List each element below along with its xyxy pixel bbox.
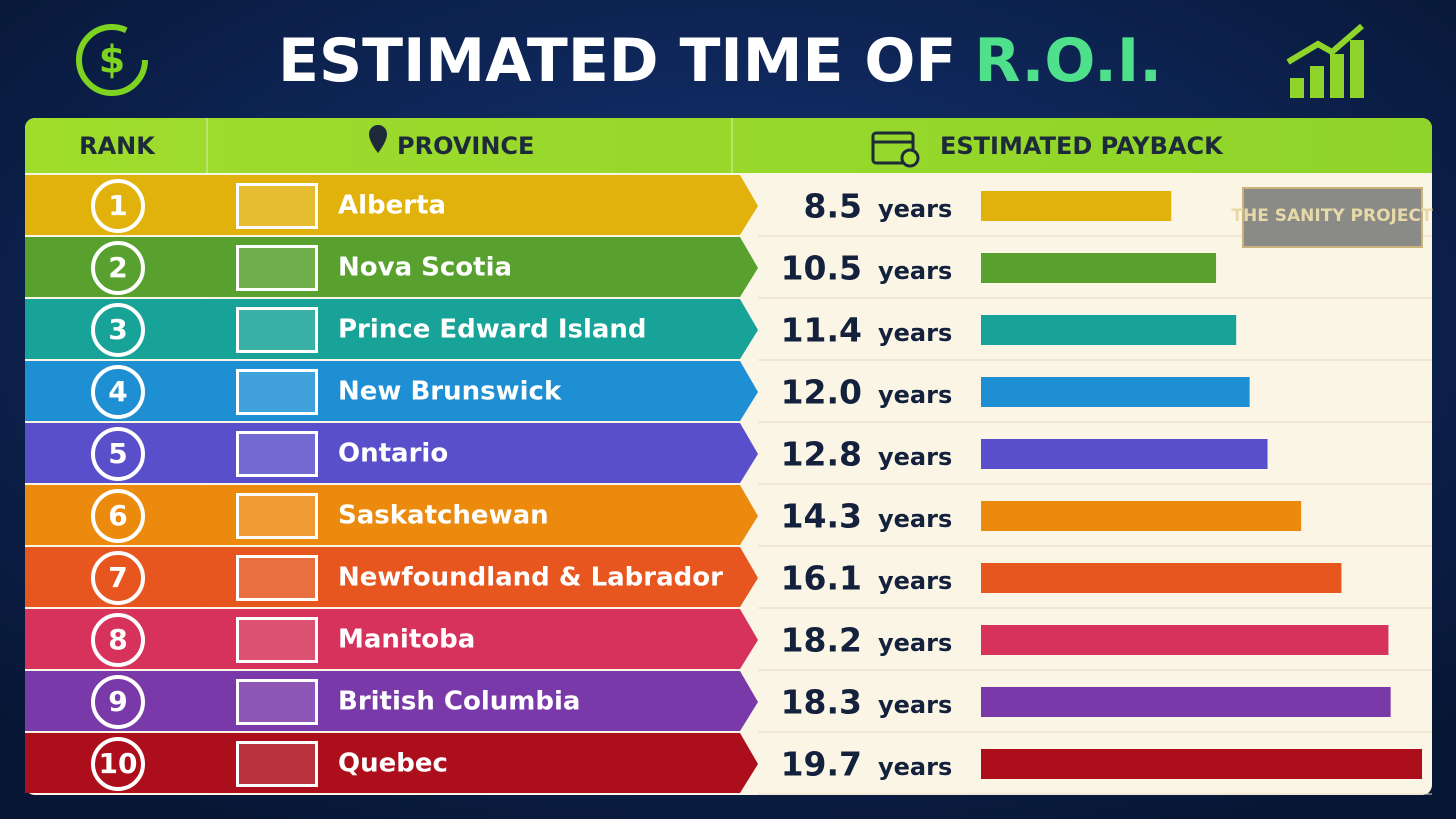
flag-field xyxy=(239,186,315,226)
payback-unit: years xyxy=(878,195,952,223)
payback-unit: years xyxy=(878,381,952,409)
payback-value: 14.3 xyxy=(781,497,862,536)
rank-number: 8 xyxy=(108,623,127,656)
payback-bar xyxy=(981,253,1217,283)
payback-unit: years xyxy=(878,505,952,533)
header-rank: RANK xyxy=(79,132,156,160)
rank-badge xyxy=(91,675,145,729)
province-name: Nova Scotia xyxy=(338,253,512,283)
province-name: Saskatchewan xyxy=(338,501,549,531)
flag-field xyxy=(239,434,315,474)
row-band xyxy=(25,609,758,669)
flag-field xyxy=(239,248,315,288)
row-band xyxy=(25,671,758,731)
payback-value: 12.0 xyxy=(781,373,862,412)
title: ESTIMATED TIME OF R.O.I. xyxy=(278,26,1162,96)
row-band xyxy=(25,423,758,483)
rank-badge xyxy=(91,613,145,667)
payback-value: 12.8 xyxy=(781,435,862,474)
rank-number: 3 xyxy=(108,313,127,346)
payback-value: 10.5 xyxy=(781,249,862,288)
title-text: ESTIMATED TIME OF xyxy=(278,26,956,96)
payback-value: 16.1 xyxy=(781,559,862,598)
header-province: PROVINCE xyxy=(397,132,534,160)
rank-badge xyxy=(91,179,145,233)
payback-value: 8.5 xyxy=(804,187,862,226)
rank-number: 2 xyxy=(108,251,127,284)
row-band xyxy=(25,237,758,297)
flag-field xyxy=(239,496,315,536)
flag-field xyxy=(239,310,315,350)
pin-icon xyxy=(369,125,387,153)
rows: 1 Alberta 8.5 years 2 Nova Scotia 10.5 years 3 Pr… xyxy=(25,175,1432,795)
payback-unit: years xyxy=(878,443,952,471)
rank-badge xyxy=(91,427,145,481)
payback-unit: years xyxy=(878,319,952,347)
province-name: Manitoba xyxy=(338,625,475,655)
rank-badge xyxy=(91,489,145,543)
payback-bar xyxy=(981,749,1422,779)
row-band xyxy=(25,547,758,607)
calendar-icon xyxy=(871,131,920,168)
province-name: New Brunswick xyxy=(338,377,562,407)
rank-badge xyxy=(91,551,145,605)
row-band xyxy=(25,361,758,421)
svg-text:$: $ xyxy=(99,38,125,82)
header-payback: ESTIMATED PAYBACK xyxy=(940,132,1224,160)
payback-unit: years xyxy=(878,629,952,657)
province-name: Prince Edward Island xyxy=(338,315,647,345)
flag-field xyxy=(239,744,315,784)
payback-unit: years xyxy=(878,691,952,719)
rank-badge xyxy=(91,241,145,295)
payback-bar xyxy=(981,563,1342,593)
payback-bar xyxy=(981,625,1389,655)
payback-value: 11.4 xyxy=(781,311,862,350)
payback-value: 18.3 xyxy=(781,683,862,722)
payback-unit: years xyxy=(878,753,952,781)
dollar-icon: $ xyxy=(76,24,148,96)
payback-bar xyxy=(981,377,1250,407)
row-band xyxy=(25,485,758,545)
growth-icon xyxy=(1286,23,1364,98)
payback-bar xyxy=(981,439,1268,469)
flag-field xyxy=(239,682,315,722)
payback-bar xyxy=(981,687,1391,717)
payback-value: 18.2 xyxy=(781,621,862,660)
row-band xyxy=(25,175,758,235)
row-band xyxy=(25,299,758,359)
row-band xyxy=(25,733,758,793)
rank-badge xyxy=(91,365,145,419)
rank-badge xyxy=(91,737,145,791)
flag-field xyxy=(239,372,315,412)
rank-number: 5 xyxy=(108,437,127,470)
province-name: Quebec xyxy=(338,749,448,779)
watermark: THE SANITY PROJECT xyxy=(1231,206,1433,226)
province-name: Ontario xyxy=(338,439,448,469)
flag-field xyxy=(239,620,315,660)
rank-number: 4 xyxy=(108,375,127,408)
rank-badge xyxy=(91,303,145,357)
province-name: Alberta xyxy=(338,191,446,221)
payback-value: 19.7 xyxy=(781,745,862,784)
rank-number: 10 xyxy=(99,747,138,780)
payback-unit: years xyxy=(878,567,952,595)
watermark-box: THE SANITY PROJECT xyxy=(1231,187,1433,248)
rank-number: 1 xyxy=(108,189,127,222)
payback-bar xyxy=(981,315,1237,345)
province-name: Newfoundland & Labrador xyxy=(338,563,723,593)
rank-number: 7 xyxy=(108,561,127,594)
title-highlight: R.O.I. xyxy=(974,26,1162,96)
province-name: British Columbia xyxy=(338,687,580,717)
rank-number: 6 xyxy=(108,499,127,532)
payback-bar xyxy=(981,501,1302,531)
rank-number: 9 xyxy=(108,685,127,718)
payback-unit: years xyxy=(878,257,952,285)
flag-field xyxy=(239,558,315,598)
payback-bar xyxy=(981,191,1172,221)
